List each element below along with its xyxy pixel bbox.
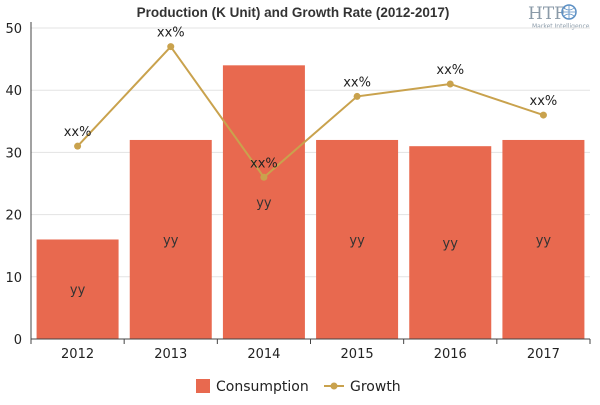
legend: Consumption Growth [196, 379, 401, 395]
x-tick-label: 2015 [341, 347, 374, 362]
growth-line-series [74, 43, 547, 181]
y-tick-label: 10 [5, 271, 22, 286]
bar-consumption-2017 [502, 139, 585, 339]
growth-point-2012 [74, 142, 82, 150]
growth-point-2013 [167, 43, 175, 51]
x-tick-label: 2014 [247, 347, 280, 362]
logo-subtext: Market Intelligence [532, 23, 590, 30]
growth-point-2017 [539, 111, 547, 119]
bar-consumption-2015 [316, 139, 399, 339]
growth-value-label: xx% [250, 156, 278, 171]
growth-point-2015 [353, 92, 361, 100]
bar-value-label: yy [70, 283, 86, 298]
bar-value-label: yy [536, 233, 552, 248]
data-labels: yy yy yy yy yy yy xx% xx% xx% xx% xx% xx% [64, 26, 558, 299]
bar-consumption-2012 [36, 239, 119, 339]
y-tick-label: 50 [5, 22, 22, 37]
bar-value-label: yy [256, 196, 272, 211]
y-tick-label: 30 [5, 146, 22, 161]
bars [36, 65, 585, 339]
growth-value-label: xx% [530, 94, 558, 109]
growth-line [76, 45, 544, 179]
growth-value-label: xx% [343, 75, 371, 90]
logo-text: HTF [528, 4, 566, 24]
legend-label-consumption: Consumption [216, 379, 309, 395]
chart-title: Production (K Unit) and Growth Rate (201… [137, 5, 450, 20]
legend-marker-growth [330, 382, 338, 390]
bar-consumption-2014 [222, 65, 305, 339]
bar-value-label: yy [443, 237, 459, 252]
legend-swatch-consumption [196, 379, 210, 393]
y-tick-label: 40 [5, 84, 22, 99]
x-tick-label: 2016 [434, 347, 467, 362]
x-tick-label: 2012 [61, 347, 94, 362]
growth-value-label: xx% [436, 63, 464, 78]
x-tick-label: 2013 [154, 347, 187, 362]
bar-value-label: yy [163, 233, 179, 248]
htf-logo: HTF Market Intelligence [528, 4, 590, 30]
legend-label-growth: Growth [350, 379, 401, 395]
bar-consumption-2016 [409, 146, 492, 339]
bar-value-label: yy [349, 233, 365, 248]
growth-value-label: xx% [64, 125, 92, 140]
axes [30, 22, 591, 344]
growth-point-2014 [260, 173, 268, 181]
growth-point-2016 [446, 80, 454, 88]
bar-consumption-2013 [129, 139, 212, 339]
x-tick-label: 2017 [527, 347, 560, 362]
tick-labels: 0 10 20 30 40 50 2012 2013 2014 2015 2016 2017 [5, 22, 560, 362]
y-tick-label: 20 [5, 209, 22, 224]
y-tick-label: 0 [14, 333, 22, 348]
globe-icon [561, 4, 577, 20]
growth-value-label: xx% [157, 26, 185, 41]
